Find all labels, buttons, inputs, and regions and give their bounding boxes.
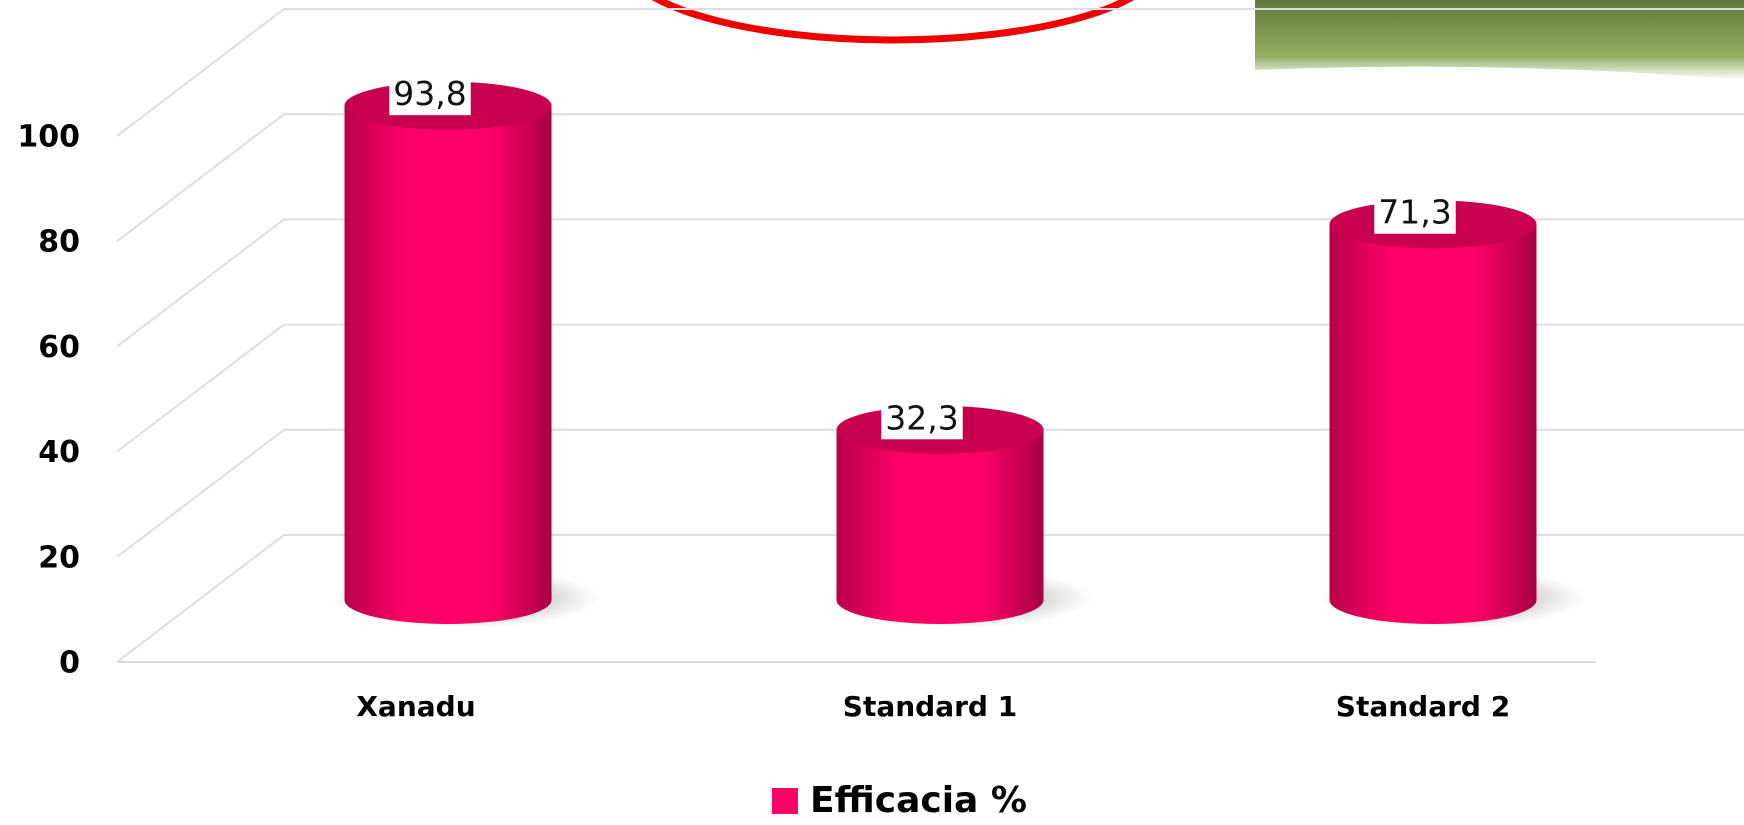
y-tick-label: 20: [38, 540, 80, 575]
y-tick-label: 0: [59, 646, 80, 681]
grid-line: [116, 113, 1744, 242]
y-tick-label: 100: [17, 120, 80, 155]
y-tick-label: 60: [38, 330, 80, 365]
x-tick-label: Xanadu: [356, 690, 475, 723]
y-tick-label: 80: [38, 225, 80, 260]
value-label: 71,3: [1378, 193, 1451, 232]
grid-line: [116, 8, 1744, 137]
bar: [1329, 224, 1537, 624]
highlight-ellipse: [651, 0, 1135, 44]
value-label: 32,3: [885, 398, 958, 437]
x-tick-label: Standard 2: [1336, 690, 1510, 723]
value-label-bg: [389, 72, 471, 116]
legend-swatch: [772, 788, 798, 814]
value-label: 93,8: [393, 74, 466, 113]
value-label-bg: [1374, 190, 1456, 234]
bar: [836, 429, 1044, 624]
photo: [1255, 0, 1744, 80]
grid-line: [116, 534, 1744, 663]
legend-label: Efficacia %: [810, 780, 1027, 821]
value-label-bg: [881, 396, 963, 440]
y-tick-label: 40: [38, 435, 80, 470]
bar: [344, 105, 552, 624]
grid-line: [116, 428, 1744, 558]
grid-line: [116, 323, 1744, 453]
grid-line: [116, 218, 1744, 348]
x-tick-label: Standard 1: [843, 690, 1017, 723]
